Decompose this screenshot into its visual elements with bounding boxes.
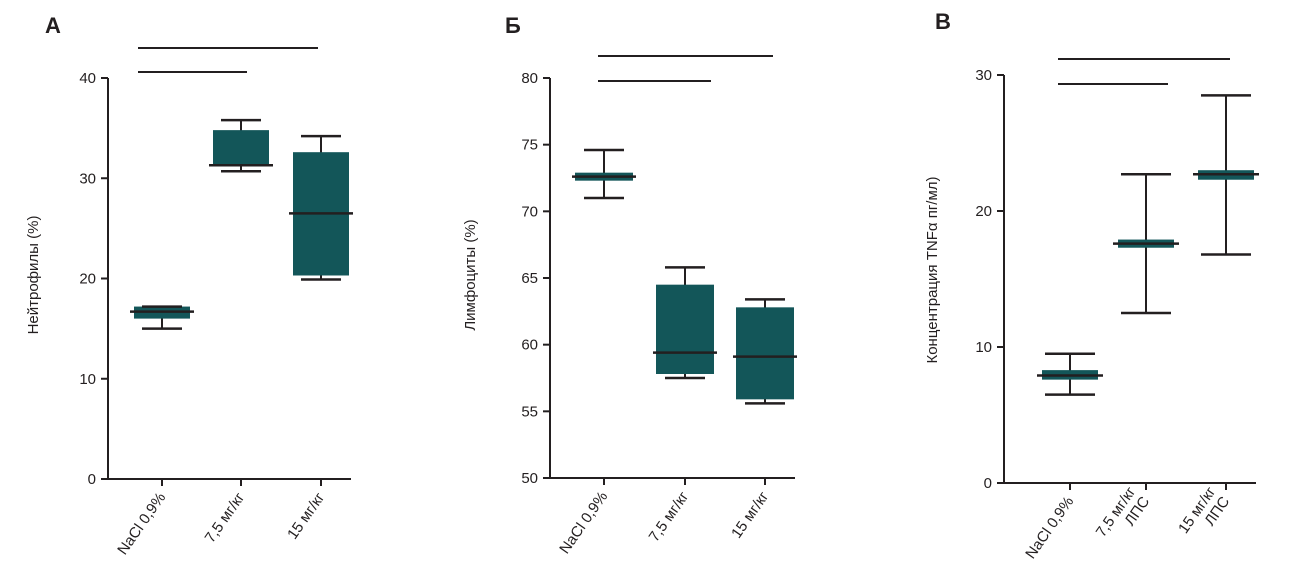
- y-axis-title: Лимфоциты (%): [462, 219, 479, 330]
- box-plot-1: [572, 148, 636, 200]
- x-tick-label: NaCl 0,9%: [1022, 494, 1077, 562]
- x-tick-label: 15 мг/кг: [728, 488, 773, 541]
- iqr-box: [656, 284, 714, 374]
- x-tick-label-line: NaCl 0,9%: [1022, 494, 1077, 562]
- box-plot-2: [1113, 173, 1179, 315]
- y-tick-label: 0: [88, 471, 96, 488]
- box-plot-1: [1037, 352, 1103, 396]
- x-tick-label: NaCl 0,9%: [556, 489, 611, 557]
- panel-2: Б 50 55 60 65 70 75 80 Лимфоциты (%) NaCl 0,9% 7,5…: [462, 13, 797, 557]
- y-tick-label: 50: [521, 470, 538, 487]
- iqr-box: [736, 307, 794, 400]
- y-tick-label: 80: [521, 70, 538, 87]
- y-axis-title: Концентрация TNFα пг/мл): [924, 176, 941, 363]
- y-tick-label: 75: [521, 137, 538, 154]
- y-tick-label: 30: [79, 170, 96, 187]
- x-tick-label: NaCl 0,9%: [114, 490, 169, 558]
- x-tick-label-line: NaCl 0,9%: [556, 489, 611, 557]
- panel-label: А: [45, 13, 61, 38]
- y-tick-label: 55: [521, 403, 538, 420]
- x-tick-label-line: NaCl 0,9%: [114, 490, 169, 558]
- panel-1: А 0 10 20 30 40 Нейтрофилы (%) NaCl 0,9% 7,5 мг/…: [25, 13, 353, 558]
- y-tick-label: 10: [79, 371, 96, 388]
- box-plot-3: [1193, 94, 1259, 256]
- panel-label: Б: [505, 13, 521, 38]
- box-plot-2: [209, 118, 273, 173]
- box-plot-1: [130, 305, 194, 330]
- y-tick-label: 60: [521, 337, 538, 354]
- iqr-box: [213, 130, 269, 166]
- x-tick-label-line: 15 мг/кг: [728, 488, 773, 541]
- box-plot-3: [733, 298, 797, 405]
- y-tick-label: 70: [521, 203, 538, 220]
- y-tick-label: 10: [975, 339, 992, 356]
- y-tick-label: 0: [984, 475, 992, 492]
- y-tick-label: 20: [79, 271, 96, 288]
- x-tick-label: 7,5 мг/кг: [202, 489, 249, 546]
- box-plot-2: [653, 266, 717, 380]
- x-tick-label-line: 7,5 мг/кг: [202, 489, 249, 546]
- y-tick-label: 20: [975, 203, 992, 220]
- x-tick-label-line: 15 мг/кг: [284, 489, 329, 542]
- y-tick-label: 65: [521, 270, 538, 287]
- panel-3: В 0 10 20 30 Концентрация TNFα пг/мл) NaCl 0,9…: [924, 9, 1259, 562]
- x-tick-label: 7,5 мг/кгЛПС: [1093, 483, 1154, 550]
- y-tick-label: 40: [79, 70, 96, 87]
- x-tick-label-line: 7,5 мг/кг: [646, 488, 693, 545]
- panel-label: В: [935, 9, 951, 34]
- y-axis-title: Нейтрофилы (%): [25, 216, 42, 335]
- x-tick-label: 15 мг/кгЛПС: [1175, 483, 1233, 546]
- x-tick-label: 15 мг/кг: [284, 489, 329, 542]
- y-tick-label: 30: [975, 67, 992, 84]
- box-plot-3: [289, 134, 353, 281]
- x-tick-label: 7,5 мг/кг: [646, 488, 693, 545]
